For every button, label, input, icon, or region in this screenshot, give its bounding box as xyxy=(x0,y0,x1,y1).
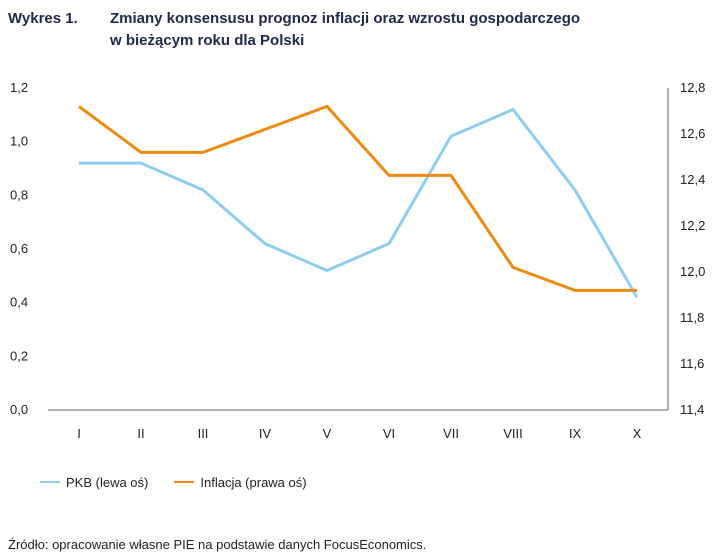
x-tick-label: VIII xyxy=(503,426,523,441)
legend: PKB (lewa oś) Inflacja (prawa oś) xyxy=(40,472,333,492)
x-tick-label: V xyxy=(323,426,332,441)
right-tick-label: 12,6 xyxy=(680,126,705,141)
legend-swatch-pkb xyxy=(40,481,60,483)
right-tick-label: 12,4 xyxy=(680,172,705,187)
legend-label-inflacja: Inflacja (prawa oś) xyxy=(200,474,307,490)
series-lines xyxy=(78,104,639,299)
left-tick-label: 0,8 xyxy=(10,187,28,202)
left-tick-label: 0,4 xyxy=(10,295,28,310)
left-tick-label: 0,6 xyxy=(10,241,28,256)
right-tick-label: 12,8 xyxy=(680,80,705,95)
left-tick-label: 0,2 xyxy=(10,348,28,363)
right-axis-ticks: 11,4 11,6 11,8 12,0 12,2 12,4 12,6 12,8 xyxy=(680,80,705,417)
x-tick-label: IV xyxy=(259,426,272,441)
chart-number: Wykres 1. xyxy=(8,10,78,27)
right-tick-label: 12,2 xyxy=(680,218,705,233)
x-tick-label: III xyxy=(198,426,209,441)
x-tick-label: X xyxy=(633,426,642,441)
right-tick-label: 11,4 xyxy=(680,402,704,417)
x-tick-label: II xyxy=(137,426,144,441)
left-axis-ticks: 0,0 0,2 0,4 0,6 0,8 1,0 1,2 xyxy=(10,80,28,417)
x-tick-label: I xyxy=(77,426,81,441)
chart-title-line1: Zmiany konsensusu prognoz inflacji oraz … xyxy=(110,10,581,27)
x-axis-ticks: I II III IV V VI VII VIII IX X xyxy=(77,426,641,441)
right-tick-label: 11,8 xyxy=(680,310,704,325)
legend-item-inflacja: Inflacja (prawa oś) xyxy=(174,474,307,490)
axis-lines xyxy=(48,88,669,411)
legend-swatch-inflacja xyxy=(174,481,195,483)
x-tick-label: IX xyxy=(569,426,582,441)
series-line-pkb xyxy=(79,108,639,299)
line-chart: 0,0 0,2 0,4 0,6 0,8 1,0 1,2 11,4 11,6 11,8 12,0 12… xyxy=(10,80,705,441)
legend-item-pkb: PKB (lewa oś) xyxy=(40,475,148,490)
left-tick-label: 1,2 xyxy=(10,80,28,95)
x-tick-label: VII xyxy=(443,426,459,441)
left-tick-label: 0,0 xyxy=(10,402,28,417)
source-note: Źródło: opracowanie własne PIE na podsta… xyxy=(8,537,427,552)
chart-title-text: Zmiany konsensusu prognoz inflacji oraz … xyxy=(110,8,700,52)
right-tick-label: 12,0 xyxy=(680,264,705,279)
series-line-inflacja xyxy=(78,104,637,292)
x-tick-label: VI xyxy=(383,426,395,441)
right-tick-label: 11,6 xyxy=(680,356,704,371)
chart-title-line2: w bieżącym roku dla Polski xyxy=(110,32,305,49)
legend-label-pkb: PKB (lewa oś) xyxy=(66,474,149,490)
left-tick-label: 1,0 xyxy=(10,134,28,149)
